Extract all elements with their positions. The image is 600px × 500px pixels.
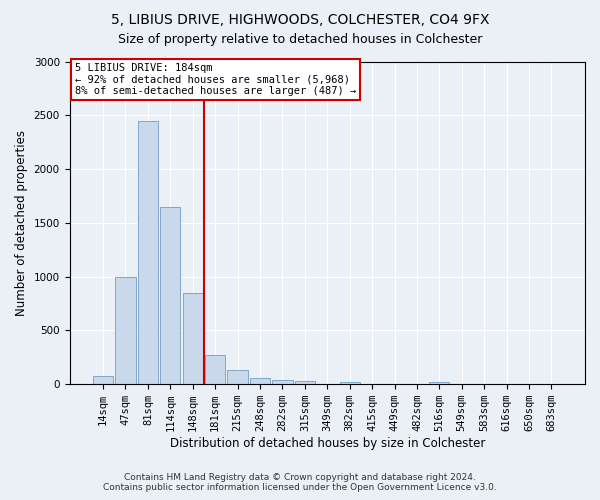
X-axis label: Distribution of detached houses by size in Colchester: Distribution of detached houses by size …: [170, 437, 485, 450]
Bar: [272, 380, 293, 384]
Text: Contains HM Land Registry data © Crown copyright and database right 2024.
Contai: Contains HM Land Registry data © Crown c…: [103, 473, 497, 492]
Bar: [227, 370, 248, 384]
Bar: [429, 382, 449, 384]
Bar: [340, 382, 360, 384]
Bar: [205, 355, 225, 384]
Bar: [115, 276, 136, 384]
Bar: [250, 378, 270, 384]
Text: Size of property relative to detached houses in Colchester: Size of property relative to detached ho…: [118, 32, 482, 46]
Bar: [138, 120, 158, 384]
Bar: [182, 293, 203, 384]
Y-axis label: Number of detached properties: Number of detached properties: [15, 130, 28, 316]
Bar: [93, 376, 113, 384]
Bar: [295, 381, 315, 384]
Text: 5, LIBIUS DRIVE, HIGHWOODS, COLCHESTER, CO4 9FX: 5, LIBIUS DRIVE, HIGHWOODS, COLCHESTER, …: [111, 12, 489, 26]
Text: 5 LIBIUS DRIVE: 184sqm
← 92% of detached houses are smaller (5,968)
8% of semi-d: 5 LIBIUS DRIVE: 184sqm ← 92% of detached…: [74, 63, 356, 96]
Bar: [160, 206, 181, 384]
